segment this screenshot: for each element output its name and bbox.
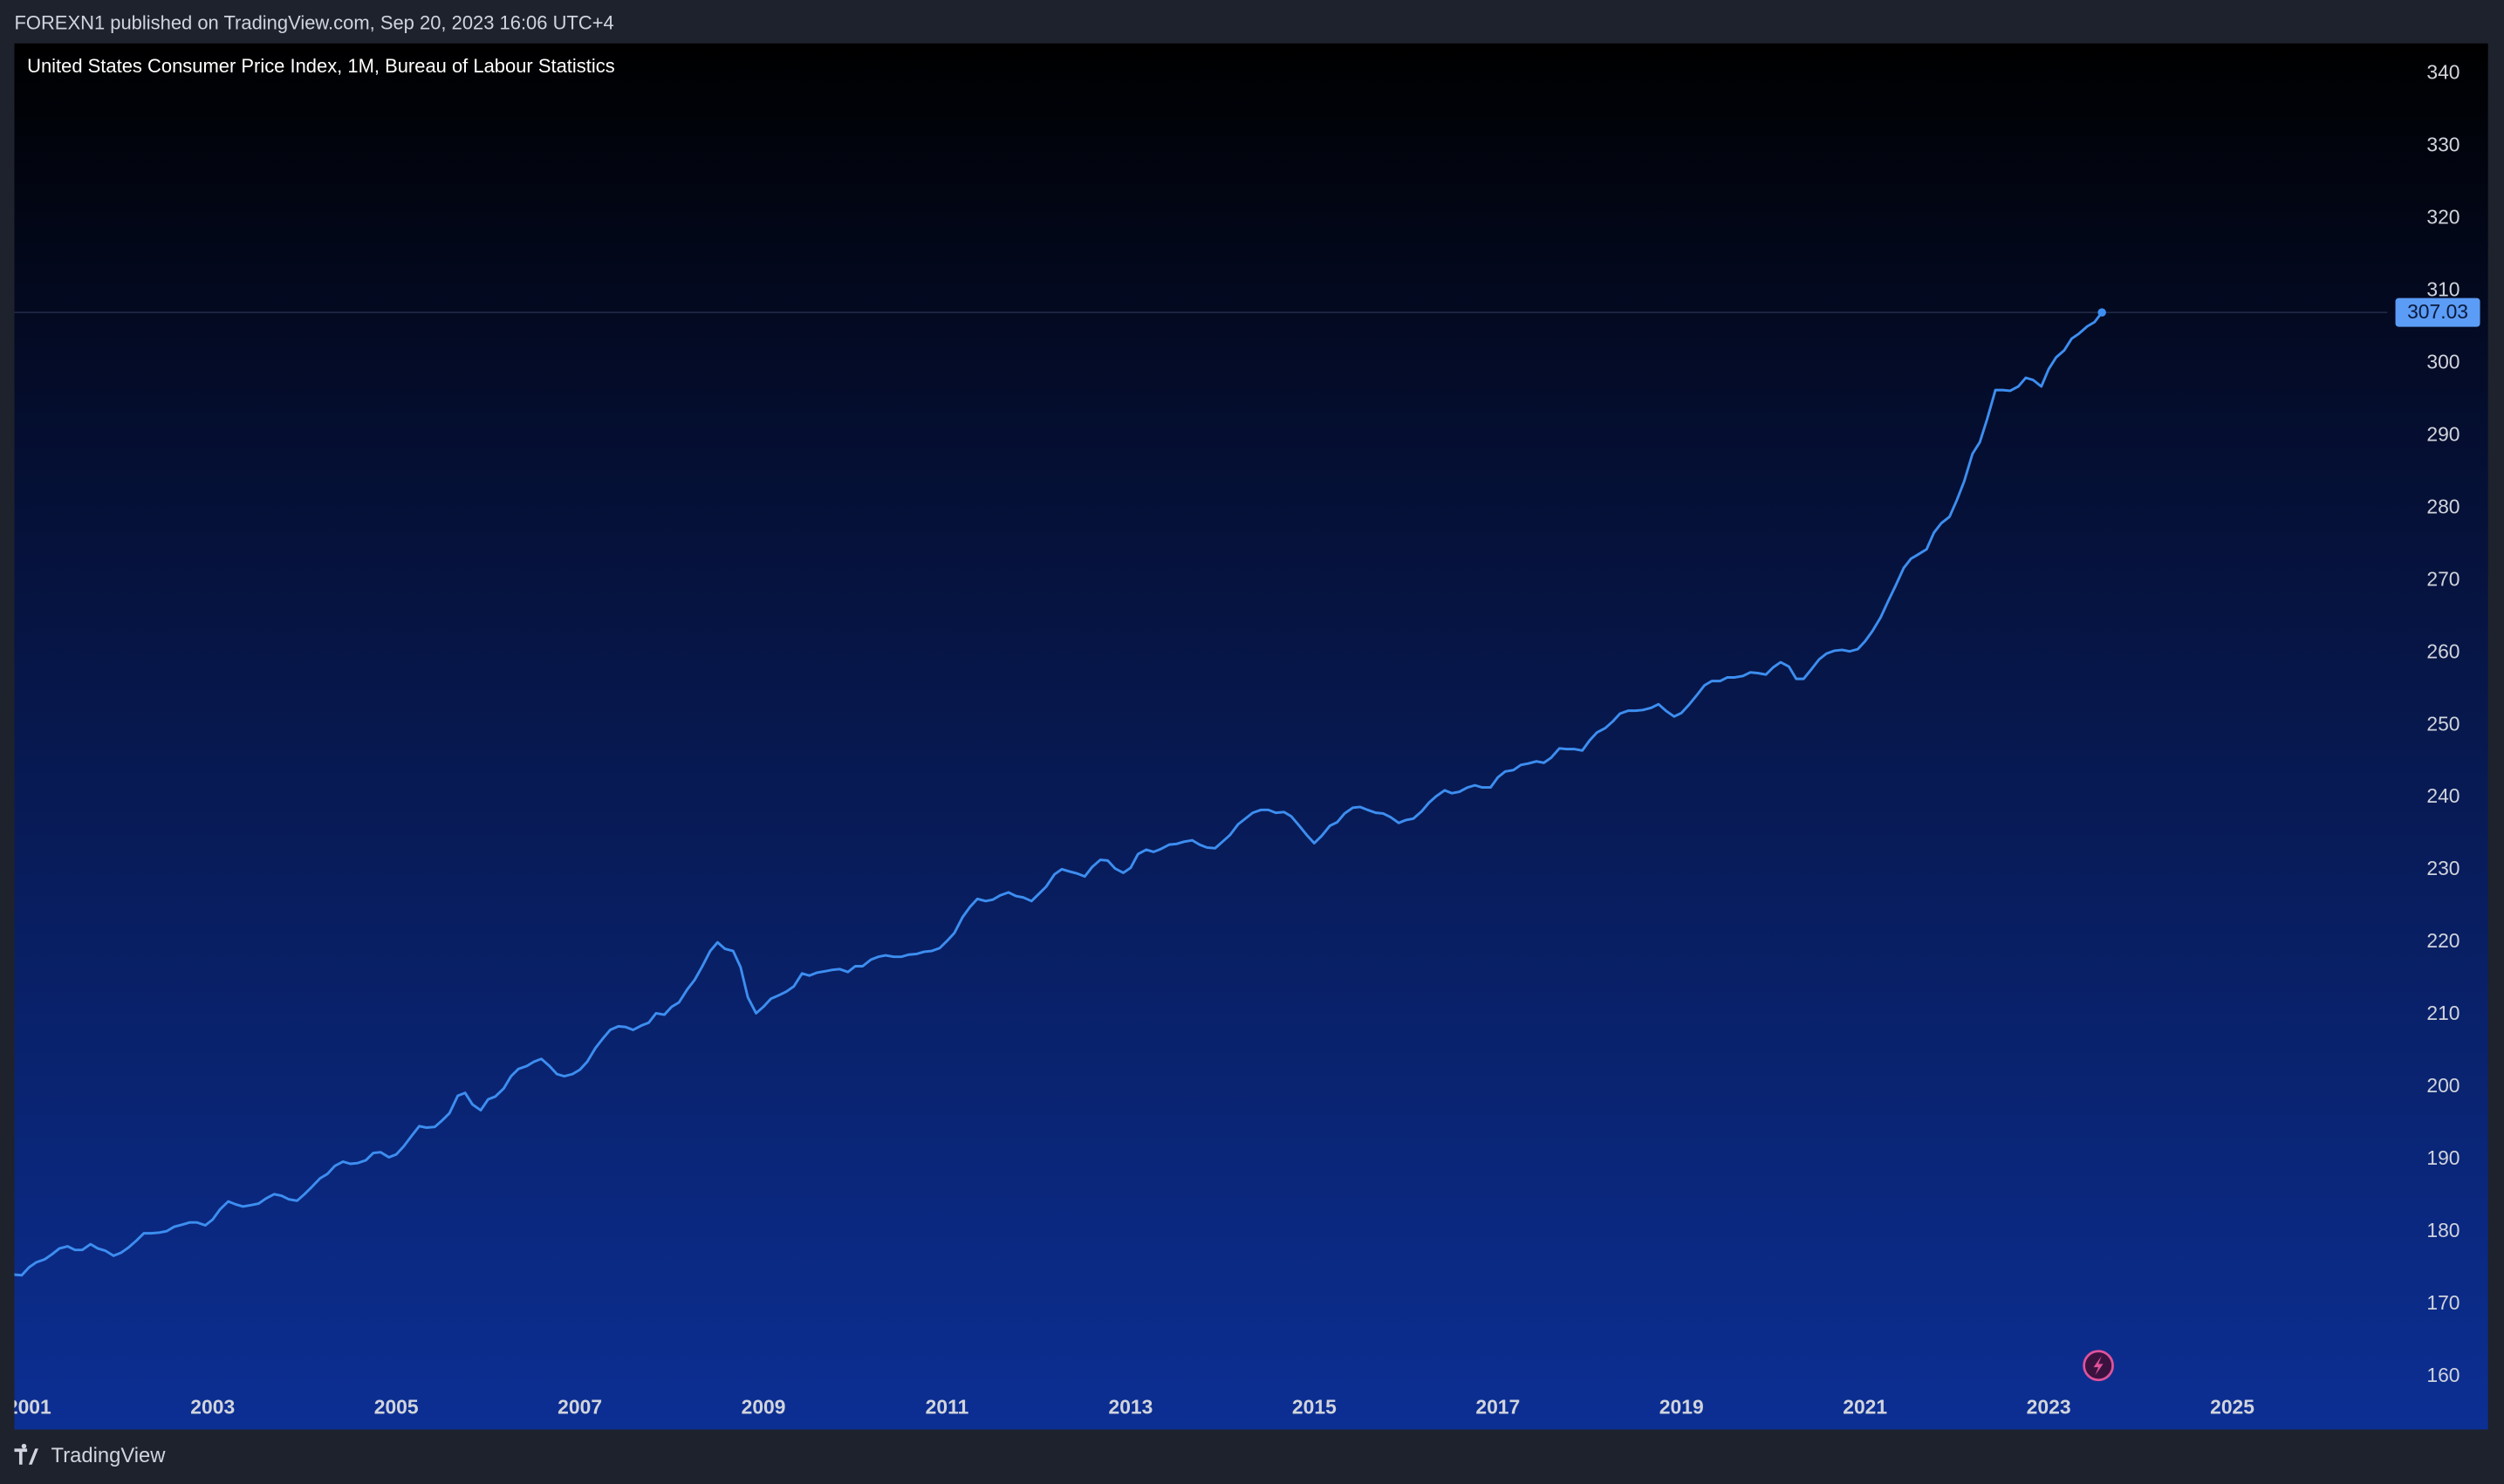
y-tick-label: 250 <box>2426 712 2460 735</box>
y-tick-label: 280 <box>2426 495 2460 517</box>
last-price-box <box>2395 297 2480 327</box>
x-tick-label: 2025 <box>2210 1396 2254 1419</box>
x-tick-label: 2001 <box>7 1396 51 1419</box>
y-tick-label: 180 <box>2426 1219 2460 1241</box>
footer-logo: TradingView <box>14 1444 166 1467</box>
y-tick-label: 160 <box>2426 1364 2460 1386</box>
x-tick-label: 2015 <box>1292 1396 1337 1419</box>
y-tick-label: 310 <box>2426 278 2460 301</box>
x-tick-label: 2023 <box>2027 1396 2071 1419</box>
lightning-icon[interactable] <box>2083 1350 2114 1382</box>
last-point <box>2097 308 2106 317</box>
y-tick-label: 270 <box>2426 567 2460 590</box>
y-tick-label: 170 <box>2426 1291 2460 1314</box>
x-tick-label: 2021 <box>1843 1396 1887 1419</box>
x-tick-label: 2009 <box>742 1396 786 1419</box>
x-tick-label: 2019 <box>1659 1396 1704 1419</box>
y-tick-label: 240 <box>2426 784 2460 807</box>
x-tick-label: 2017 <box>1475 1396 1520 1419</box>
publisher-note: FOREXN1 published on TradingView.com, Se… <box>14 12 613 34</box>
y-tick-label: 200 <box>2426 1074 2460 1097</box>
chart-title: United States Consumer Price Index, 1M, … <box>27 55 615 77</box>
chart-area <box>14 43 2488 1430</box>
price-axis: 160 170 180 190 200 210 220 230 240 250 260 270 280 2… <box>2395 61 2480 1386</box>
brand: TradingView <box>51 1444 167 1467</box>
x-tick-label: 2011 <box>926 1396 969 1419</box>
y-tick-label: 340 <box>2426 61 2460 84</box>
y-tick-label: 230 <box>2426 857 2460 879</box>
x-tick-label: 2013 <box>1109 1396 1153 1419</box>
last-price-label: 307.03 <box>2407 300 2468 323</box>
x-tick-label: 2005 <box>374 1396 419 1419</box>
y-tick-label: 260 <box>2426 639 2460 662</box>
x-tick-label: 2007 <box>558 1396 602 1419</box>
x-tick-label: 2003 <box>190 1396 235 1419</box>
y-tick-label: 210 <box>2426 1002 2460 1024</box>
price-line <box>14 311 2104 1277</box>
y-tick-label: 300 <box>2426 350 2460 373</box>
y-tick-label: 190 <box>2426 1146 2460 1169</box>
y-tick-label: 330 <box>2426 133 2460 156</box>
y-tick-label: 220 <box>2426 929 2460 952</box>
y-tick-label: 320 <box>2426 206 2460 229</box>
plot: 2001 2003 2005 2007 2009 2011 2013 2015 2017 2019… <box>7 308 2388 1419</box>
y-tick-label: 290 <box>2426 422 2460 445</box>
